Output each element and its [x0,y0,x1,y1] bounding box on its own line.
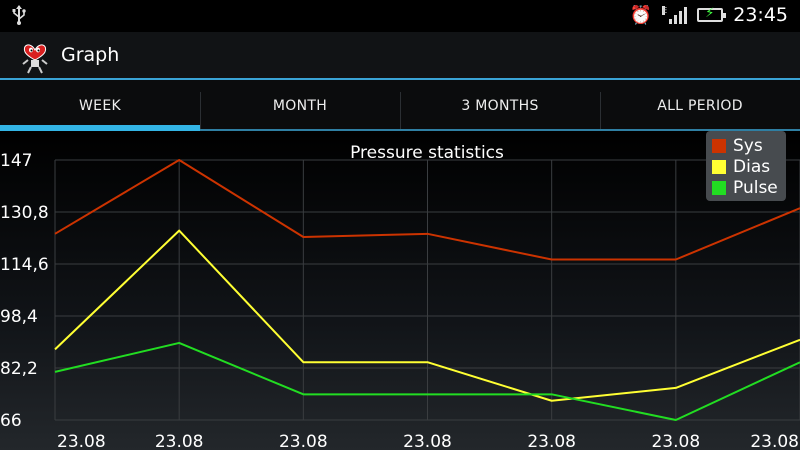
x-tick-label: 23.08 [651,432,700,450]
legend-item-pulse: Pulse [712,178,778,198]
series-line-pulse [54,341,800,421]
legend-item-dias: Dias [712,157,770,177]
legend-item-sys: Sys [712,136,763,156]
charging-bolt-icon: ⚡ [705,6,715,21]
status-icons: ⏰ E ⚡ 23:45 [630,4,788,26]
status-time: 23:45 [733,4,788,26]
series-line-dias [54,229,800,402]
legend-label-dias: Dias [733,157,771,177]
tab-all-period-label: ALL PERIOD [657,98,743,114]
tab-month[interactable]: MONTH [200,80,400,132]
signal-bar-4 [684,7,688,24]
tab-3-months-label: 3 MONTHS [461,98,539,114]
heart-robot-icon[interactable] [20,38,50,74]
tab-3-months-indicator [400,129,600,131]
y-tick-label: 82,2 [0,359,38,379]
page-title: Graph [61,44,120,66]
signal-bar-2 [674,15,678,24]
signal-bar-1 [669,19,673,24]
y-tick-label: 66 [0,411,22,431]
x-tick-label: 23.08 [527,432,576,450]
legend-label-pulse: Pulse [733,178,778,198]
tab-month-label: MONTH [272,98,328,114]
tab-month-indicator [200,129,400,131]
legend-swatch-dias [712,160,726,174]
series-line-sys [54,159,800,261]
battery-charging-icon: ⚡ [697,6,727,22]
x-tick-label: 23.08 [403,432,452,450]
period-tabs: WEEK MONTH 3 MONTHS ALL PERIOD [0,80,800,132]
alarm-clock-icon: ⏰ [629,4,653,26]
action-bar: Graph [0,32,800,79]
legend-swatch-pulse [712,181,726,195]
x-tick-label: 23.08 [155,432,204,450]
tab-3-months[interactable]: 3 MONTHS [400,80,600,132]
signal-bar-3 [679,11,683,24]
usb-icon [12,5,26,30]
status-bar: ⏰ E ⚡ 23:45 [0,0,800,32]
legend-swatch-sys [712,139,726,153]
tab-week-label: WEEK [79,98,121,114]
pressure-chart-area: 147 130,8 114,6 98,4 82,2 66 23.08 23.08 23.08 23… [0,131,800,450]
y-tick-label: 147 [0,151,32,171]
y-tick-label: 130,8 [0,203,49,223]
x-tick-label: 23.08 [57,432,106,450]
x-tick-label: 23.08 [750,432,799,450]
tab-week[interactable]: WEEK [0,80,200,131]
legend-label-sys: Sys [733,136,763,156]
signal-strength-icon: E [662,6,688,24]
tab-all-period[interactable]: ALL PERIOD [600,80,800,132]
action-bar-divider [0,78,800,80]
usb-icon-glyph [12,5,26,25]
chart-legend: Sys Dias Pulse [706,131,786,201]
network-type-label: E [662,6,668,15]
x-tick-label: 23.08 [279,432,328,450]
pressure-chart[interactable]: 147 130,8 114,6 98,4 82,2 66 23.08 23.08 23.08 23… [0,131,800,450]
tab-week-indicator [0,125,200,131]
y-tick-label: 114,6 [0,255,49,275]
y-tick-label: 98,4 [0,307,38,327]
chart-title: Pressure statistics [350,143,504,163]
tab-all-period-indicator [600,129,800,131]
